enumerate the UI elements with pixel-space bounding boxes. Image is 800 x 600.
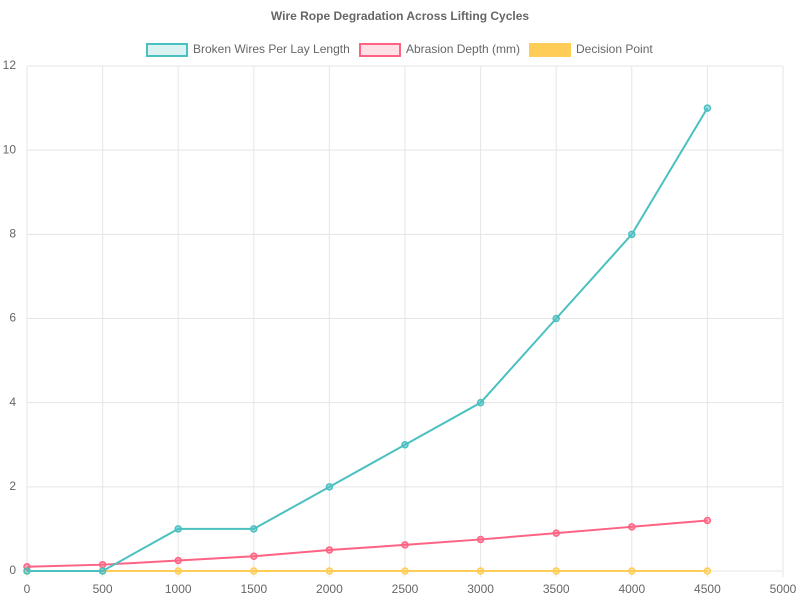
data-point: [476, 567, 485, 575]
x-tick-label: 0: [24, 582, 31, 596]
data-point: [250, 552, 258, 561]
data-point: [23, 567, 31, 575]
x-tick-label: 3000: [467, 582, 494, 596]
data-point: [628, 230, 636, 239]
data-point: [703, 516, 712, 525]
legend-swatch: [146, 43, 188, 57]
data-point: [552, 567, 560, 575]
x-tick-label: 500: [93, 582, 113, 596]
x-tick-label: 1500: [240, 582, 267, 596]
legend-label: Decision Point: [576, 42, 653, 56]
chart-title: Wire Rope Degradation Across Lifting Cyc…: [271, 9, 529, 23]
x-tick-label: 2000: [316, 582, 343, 596]
data-point: [98, 560, 107, 569]
data-point: [325, 546, 334, 554]
data-point: [476, 398, 485, 407]
data-point: [552, 529, 560, 537]
data-point: [628, 567, 636, 575]
y-tick-label: 12: [3, 58, 17, 72]
x-tick-label: 4000: [618, 582, 645, 596]
data-point: [174, 556, 182, 565]
data-point: [325, 567, 334, 575]
data-point: [174, 525, 182, 533]
legend-label: Broken Wires Per Lay Length: [193, 42, 350, 56]
legend-label: Abrasion Depth (mm): [406, 42, 520, 56]
data-point: [250, 525, 258, 533]
data-point: [98, 567, 107, 575]
data-point: [401, 567, 409, 575]
legend-swatch: [529, 43, 571, 57]
data-point: [401, 541, 409, 549]
y-tick-label: 0: [9, 563, 16, 577]
data-point: [250, 567, 258, 575]
legend-swatch: [359, 43, 401, 57]
y-tick-label: 10: [3, 142, 17, 156]
data-point: [552, 314, 560, 323]
y-tick-label: 2: [9, 479, 16, 493]
data-point: [174, 567, 182, 575]
y-tick-label: 8: [9, 227, 16, 241]
x-tick-label: 5000: [770, 582, 797, 596]
data-point: [325, 483, 334, 491]
data-point: [628, 523, 636, 531]
x-tick-label: 1000: [165, 582, 192, 596]
data-point: [703, 567, 712, 575]
y-tick-label: 4: [9, 395, 16, 409]
series-line: [26, 519, 708, 568]
data-point: [703, 104, 712, 112]
x-tick-label: 2500: [392, 582, 419, 596]
data-point: [401, 441, 409, 449]
x-tick-label: 4500: [694, 582, 721, 596]
series-line: [27, 107, 709, 572]
x-tick-label: 3500: [543, 582, 570, 596]
data-point: [476, 535, 485, 544]
y-tick-label: 6: [9, 311, 16, 325]
